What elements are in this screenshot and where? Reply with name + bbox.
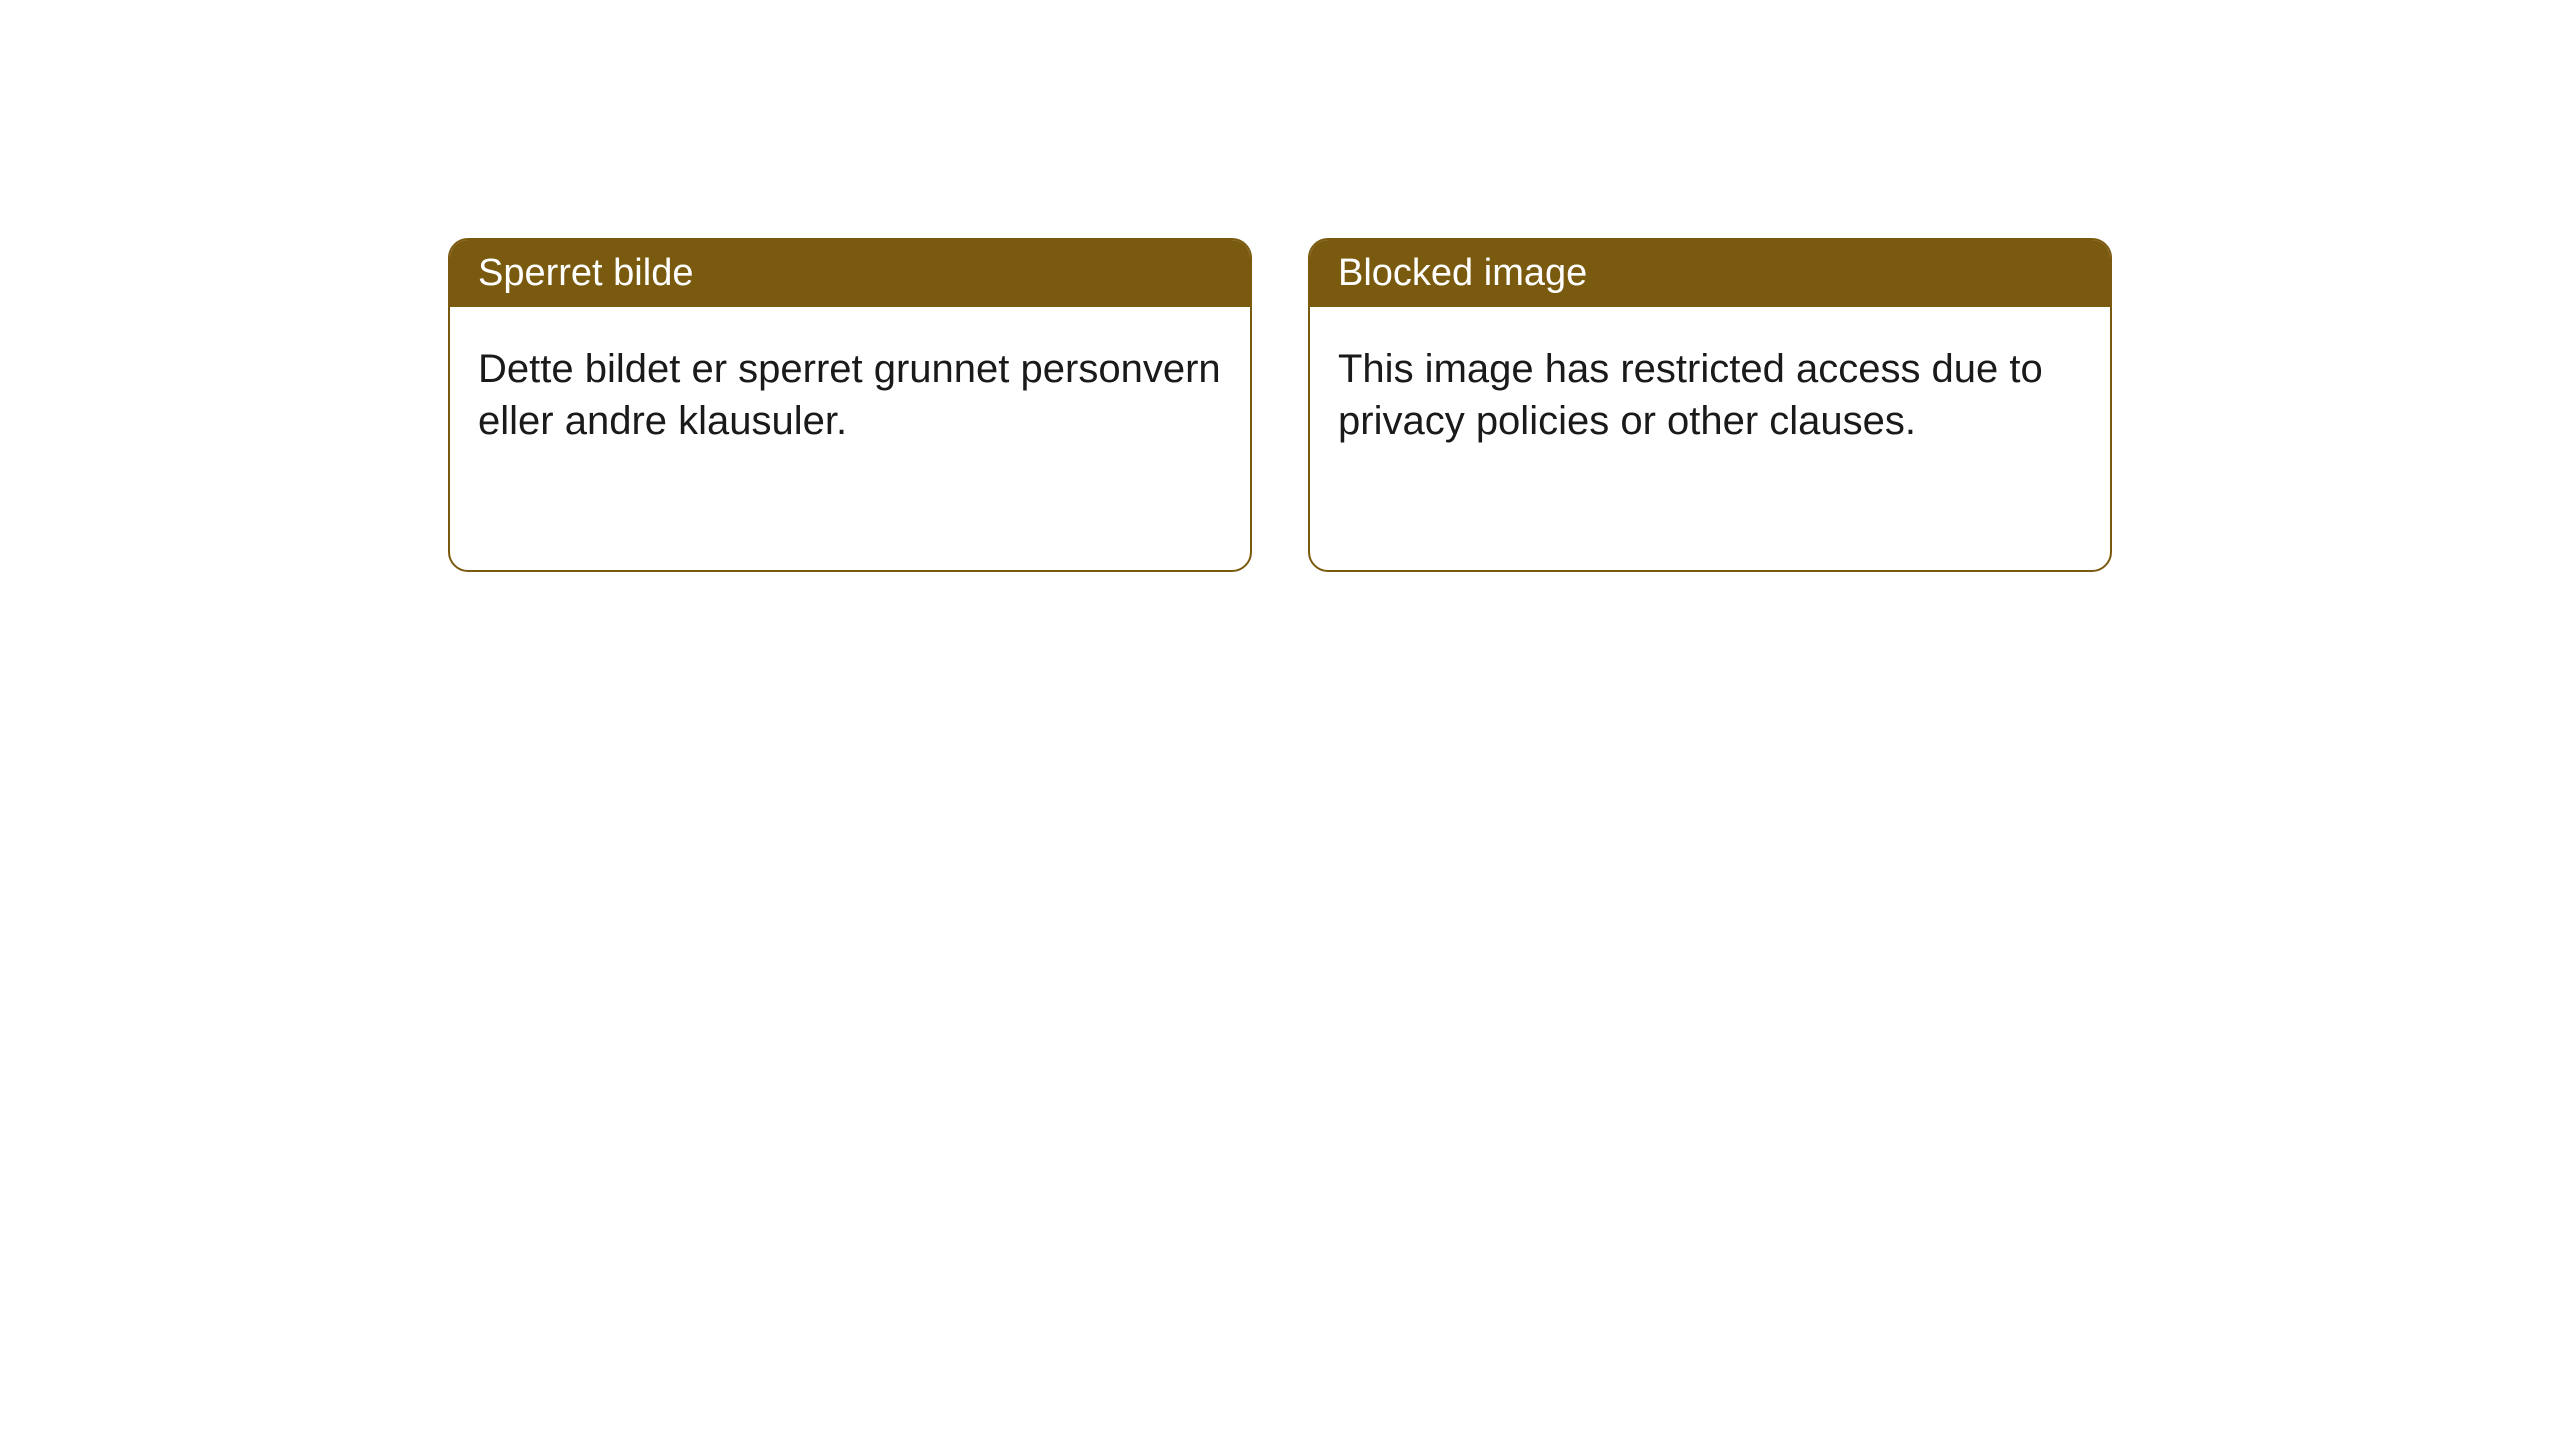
card-message-en: This image has restricted access due to … <box>1338 347 2043 443</box>
cards-container: Sperret bilde Dette bildet er sperret gr… <box>0 0 2560 572</box>
card-body-no: Dette bildet er sperret grunnet personve… <box>450 307 1250 483</box>
card-message-no: Dette bildet er sperret grunnet personve… <box>478 347 1221 443</box>
card-header-en: Blocked image <box>1310 240 2110 307</box>
card-header-no: Sperret bilde <box>450 240 1250 307</box>
blocked-image-card-en: Blocked image This image has restricted … <box>1308 238 2112 572</box>
blocked-image-card-no: Sperret bilde Dette bildet er sperret gr… <box>448 238 1252 572</box>
card-title-no: Sperret bilde <box>478 252 693 294</box>
card-title-en: Blocked image <box>1338 252 1587 294</box>
card-body-en: This image has restricted access due to … <box>1310 307 2110 483</box>
